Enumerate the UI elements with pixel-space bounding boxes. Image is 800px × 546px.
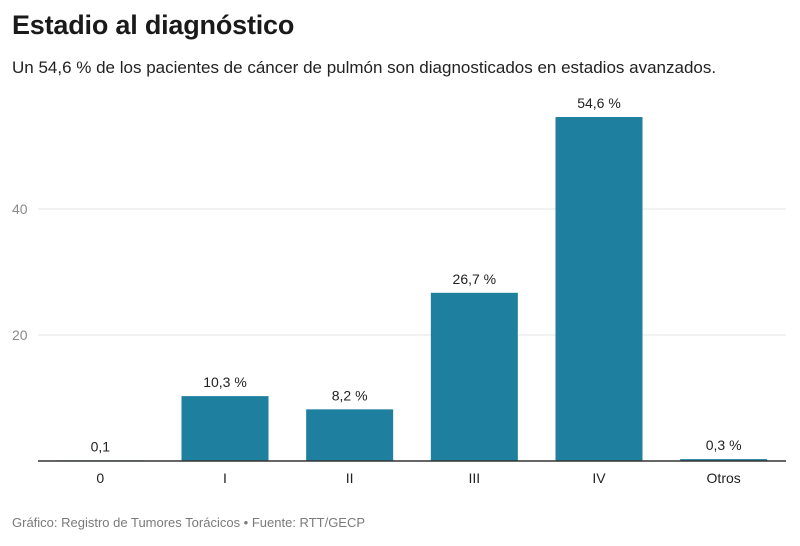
bar [555,117,643,462]
x-tick-label: 0 [96,470,104,486]
x-tick-label: IV [592,470,606,486]
data-label: 26,7 % [453,271,497,287]
x-tick-label: I [223,470,227,486]
data-label: 0,3 % [706,437,742,453]
chart-subtitle: Un 54,6 % de los pacientes de cáncer de … [12,58,717,77]
y-tick-label: 20 [12,327,28,343]
chart-title: Estadio al diagnóstico [12,10,295,40]
bar [430,292,518,461]
data-label: 8,2 % [332,387,368,403]
data-label: 10,3 % [203,374,247,390]
x-tick-label: Otros [707,470,741,486]
data-label: 54,6 % [577,95,621,111]
x-tick-label: II [346,470,354,486]
y-tick-label: 40 [12,201,28,217]
bar [181,396,269,461]
bar [306,409,394,461]
footer-credit: Gráfico: Registro de Tumores Torácicos •… [12,515,366,530]
bar [680,459,768,461]
x-tick-label: III [468,470,480,486]
data-label: 0,1 [91,438,111,454]
